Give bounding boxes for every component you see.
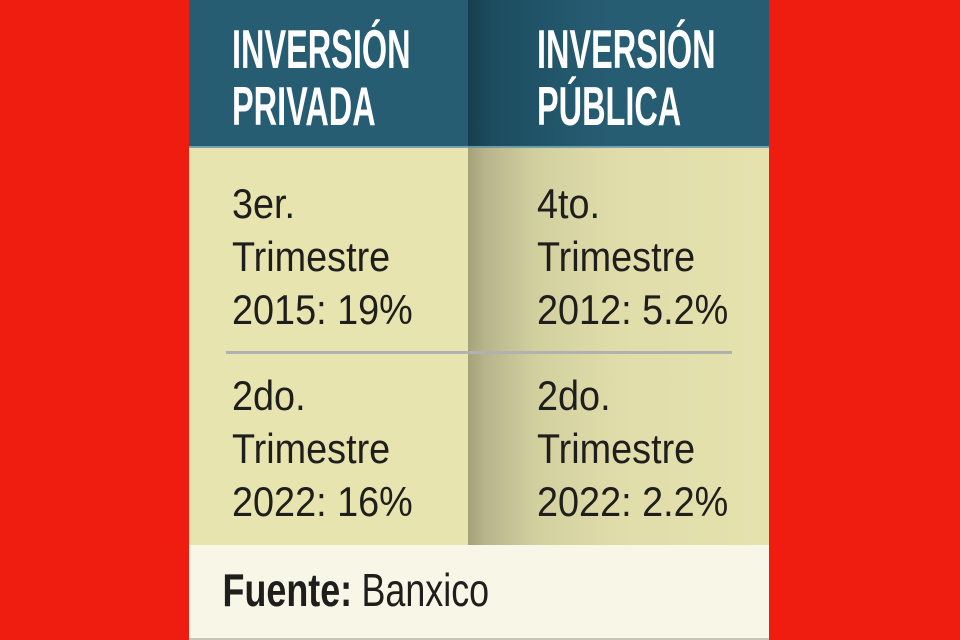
column-body-publica: 4to. Trimestre 2012: 5.2% 2do. Trimestre…	[468, 148, 769, 545]
publica-cell-2do-trimestre-2022: 2do. Trimestre 2022: 2.2%	[537, 372, 729, 525]
infographic-panel: INVERSIÓN PRIVADA 3er. Trimestre 2015: 1…	[189, 0, 769, 640]
column-title-privada: INVERSIÓN PRIVADA	[232, 18, 411, 137]
source-label: Fuente:	[222, 564, 353, 616]
row-divider-line	[226, 351, 732, 354]
privada-cell-2do-trimestre-2022: 2do. Trimestre 2022: 16%	[232, 372, 413, 525]
publica-cell-4to-trimestre-2012: 4to. Trimestre 2012: 5.2%	[537, 180, 729, 333]
source-text: Fuente: Banxico	[189, 545, 641, 617]
privada-cell-3er-trimestre-2015: 3er. Trimestre 2015: 19%	[232, 180, 413, 333]
source-footer: Fuente: Banxico	[189, 545, 769, 640]
column-body-privada: 3er. Trimestre 2015: 19% 2do. Trimestre …	[189, 148, 468, 545]
column-inversion-privada: INVERSIÓN PRIVADA 3er. Trimestre 2015: 1…	[189, 0, 468, 545]
source-value: Banxico	[361, 564, 490, 616]
column-header-publica: INVERSIÓN PÚBLICA	[468, 0, 769, 148]
column-title-publica: INVERSIÓN PÚBLICA	[537, 18, 716, 137]
column-inversion-publica: INVERSIÓN PÚBLICA 4to. Trimestre 2012: 5…	[468, 0, 769, 545]
column-header-privada: INVERSIÓN PRIVADA	[189, 0, 468, 148]
panel-bottom-edge	[189, 638, 769, 640]
